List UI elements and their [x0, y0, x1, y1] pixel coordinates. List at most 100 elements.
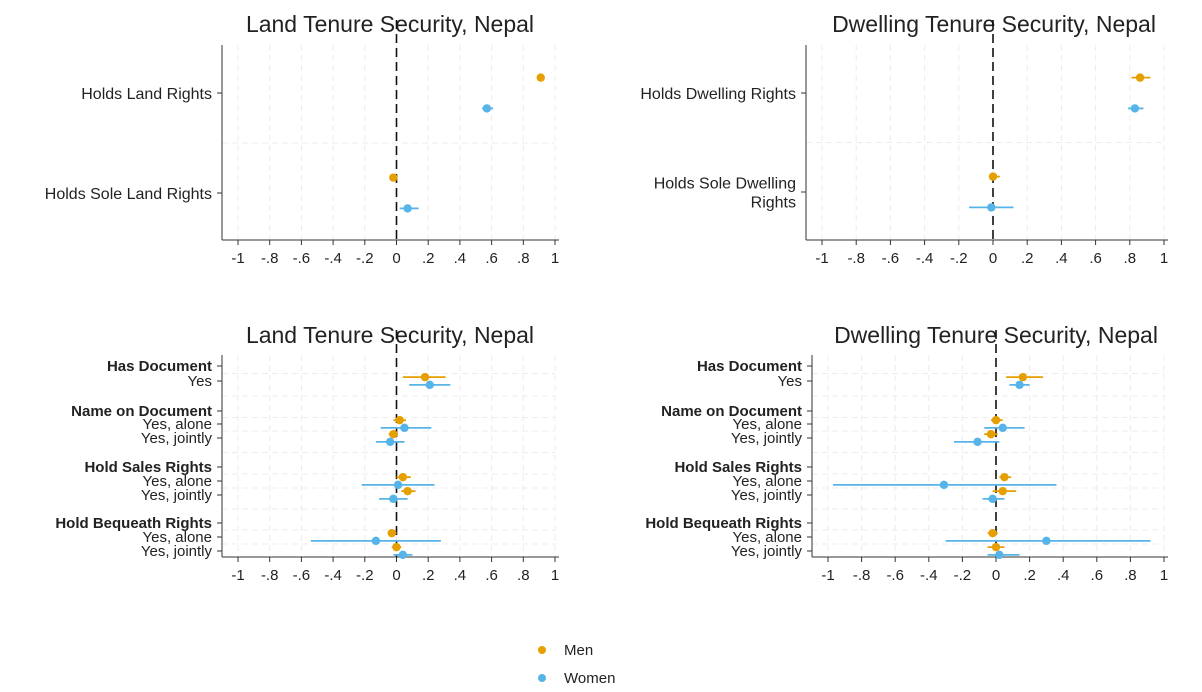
row-label: Yes, alone — [142, 473, 212, 490]
point-men — [387, 528, 396, 538]
point-women — [998, 423, 1007, 433]
x-tick-label: .6 — [1089, 250, 1102, 267]
x-tick-label: -1 — [821, 567, 834, 584]
x-tick-label: .2 — [422, 567, 435, 584]
row-group-label: Has Document — [697, 358, 802, 375]
x-tick-label: 1 — [551, 250, 559, 267]
row-label: Yes, alone — [142, 529, 212, 546]
point-women — [988, 494, 997, 504]
x-tick-label: 0 — [392, 567, 400, 584]
point-women — [389, 494, 398, 504]
legend-item-men: Men — [538, 636, 698, 664]
x-tick-label: -.2 — [356, 250, 374, 267]
x-tick-label: -.4 — [920, 567, 938, 584]
x-tick-label: -.2 — [954, 567, 972, 584]
point-women — [482, 104, 492, 113]
x-tick-label: .8 — [1124, 250, 1137, 267]
x-tick-label: .6 — [1091, 567, 1104, 584]
row-label: Yes, jointly — [731, 487, 803, 504]
x-tick-label: -.8 — [261, 250, 279, 267]
point-women — [393, 480, 403, 490]
x-tick-label: .8 — [1124, 567, 1137, 584]
row-group-label: Name on Document — [661, 403, 802, 420]
row-group-label: Name on Document — [71, 403, 212, 420]
point-men — [988, 172, 998, 181]
x-tick-label: .6 — [485, 567, 498, 584]
panel-title: Dwelling Tenure Security, Nepal — [832, 11, 1156, 37]
point-women — [425, 380, 434, 390]
point-men — [1000, 472, 1009, 482]
x-tick-label: .8 — [517, 250, 530, 267]
point-women — [987, 203, 996, 212]
point-women — [385, 437, 395, 447]
x-tick-label: .4 — [454, 250, 467, 267]
x-tick-label: 1 — [551, 567, 559, 584]
x-tick-label: -1 — [231, 567, 244, 584]
point-women — [403, 204, 412, 213]
x-tick-label: -.8 — [847, 250, 865, 267]
x-tick-label: -.4 — [916, 250, 934, 267]
point-women — [1015, 380, 1024, 390]
point-men — [395, 415, 404, 425]
row-label: Holds Sole Land Rights — [45, 186, 212, 203]
x-tick-label: .4 — [1057, 567, 1070, 584]
legend: Men Women — [538, 636, 698, 692]
x-tick-label: 1 — [1160, 567, 1168, 584]
row-group-label: Has Document — [107, 358, 212, 375]
point-women — [973, 437, 982, 447]
row-label: Holds Sole Dwelling — [654, 176, 796, 193]
x-tick-label: 1 — [1160, 250, 1168, 267]
x-tick-label: .6 — [485, 250, 498, 267]
x-tick-label: .8 — [517, 567, 530, 584]
panel-title: Land Tenure Security, Nepal — [246, 322, 534, 348]
x-tick-label: -.8 — [261, 567, 279, 584]
point-women — [371, 536, 381, 546]
point-women — [398, 550, 408, 560]
panel-title: Land Tenure Security, Nepal — [246, 11, 534, 37]
legend-item-women: Women — [538, 664, 698, 692]
row-label: Yes, alone — [732, 473, 802, 490]
x-tick-label: .2 — [1021, 250, 1034, 267]
row-group-label: Hold Sales Rights — [674, 459, 802, 476]
row-label: Yes, jointly — [141, 487, 213, 504]
row-label: Yes, alone — [142, 416, 212, 433]
x-tick-label: .4 — [454, 567, 467, 584]
point-men — [986, 429, 996, 439]
legend-marker-men — [538, 646, 546, 654]
point-men — [392, 542, 401, 552]
row-group-label: Hold Bequeath Rights — [55, 515, 212, 532]
x-tick-label: -.6 — [293, 567, 311, 584]
point-men — [389, 429, 398, 439]
row-label: Yes — [188, 373, 212, 390]
x-tick-label: -.6 — [886, 567, 904, 584]
row-label: Yes, jointly — [731, 543, 803, 560]
x-tick-label: -.4 — [324, 250, 342, 267]
point-women — [400, 423, 409, 433]
row-label: Rights — [751, 195, 796, 212]
x-tick-label: -.2 — [356, 567, 374, 584]
row-label: Yes, jointly — [141, 430, 213, 447]
point-men — [389, 173, 398, 182]
row-label: Yes, jointly — [141, 543, 213, 560]
x-tick-label: 0 — [989, 250, 997, 267]
point-women — [1042, 536, 1051, 546]
row-label: Holds Dwelling Rights — [640, 86, 796, 103]
legend-marker-women — [538, 674, 546, 682]
x-tick-label: -.6 — [293, 250, 311, 267]
x-tick-label: 0 — [992, 567, 1000, 584]
point-men — [988, 528, 997, 538]
point-men — [998, 486, 1007, 496]
row-group-label: Hold Sales Rights — [84, 459, 212, 476]
row-label: Yes, jointly — [731, 430, 803, 447]
x-tick-label: 0 — [392, 250, 400, 267]
row-label: Yes, alone — [732, 416, 802, 433]
point-women — [995, 550, 1004, 560]
point-men — [1018, 372, 1028, 382]
x-tick-label: -1 — [231, 250, 244, 267]
point-men — [536, 73, 545, 82]
row-group-label: Hold Bequeath Rights — [645, 515, 802, 532]
x-tick-label: .2 — [1023, 567, 1036, 584]
x-tick-label: -.6 — [882, 250, 900, 267]
point-men — [398, 472, 408, 482]
